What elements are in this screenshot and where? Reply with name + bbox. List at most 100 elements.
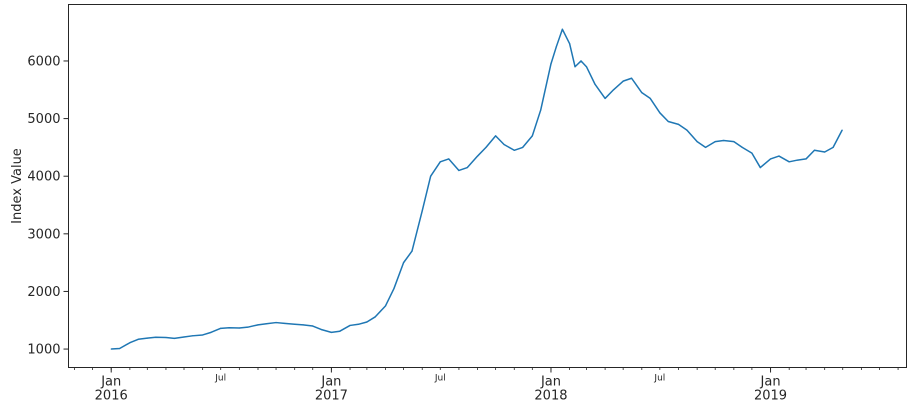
data-point	[580, 60, 582, 62]
data-point	[119, 347, 121, 350]
data-point	[832, 146, 834, 148]
data-point	[622, 80, 624, 82]
y-axis: 1000 2000 3000 4000 5000 6000	[27, 54, 69, 358]
data-point	[495, 135, 497, 137]
y-tick-label: 6000	[27, 54, 60, 69]
x-major-tick-label: Jan	[760, 375, 781, 390]
x-major-tick-year: 2016	[95, 389, 128, 404]
data-point	[778, 155, 780, 157]
data-point	[555, 45, 557, 48]
data-point	[357, 323, 360, 325]
data-point	[805, 158, 807, 160]
data-point	[257, 324, 259, 326]
x-minor-tick-label: Jul	[214, 374, 226, 384]
data-point	[630, 77, 633, 79]
data-point	[448, 158, 450, 160]
data-point	[183, 336, 185, 338]
x-major-tick-year: 2017	[315, 389, 348, 404]
data-point	[366, 321, 368, 323]
x-major-tick-year: 2018	[534, 389, 567, 404]
data-point	[466, 166, 468, 169]
data-point	[686, 129, 688, 131]
data-point	[788, 161, 790, 163]
data-point	[503, 143, 505, 146]
data-point	[714, 141, 716, 143]
series-line	[111, 28, 843, 350]
data-point	[649, 97, 651, 100]
y-tick-label: 4000	[27, 170, 60, 185]
data-point	[531, 135, 533, 137]
data-point	[723, 139, 725, 142]
y-tick-label: 2000	[27, 285, 60, 300]
data-point	[585, 66, 588, 68]
data-point	[238, 327, 240, 329]
data-point	[641, 92, 643, 94]
data-point	[430, 175, 432, 177]
data-point	[540, 109, 542, 111]
data-point	[677, 123, 680, 125]
data-point	[522, 146, 524, 148]
data-point	[374, 316, 376, 318]
data-point	[110, 348, 112, 350]
data-point	[667, 120, 669, 123]
data-point	[228, 327, 230, 329]
y-tick-label: 1000	[27, 343, 60, 358]
data-point	[759, 166, 761, 169]
data-point	[561, 28, 563, 30]
data-point	[659, 112, 661, 114]
data-point	[841, 129, 843, 131]
data-point	[550, 63, 552, 65]
data-point	[302, 324, 304, 326]
data-point	[569, 43, 571, 45]
data-point	[265, 323, 268, 325]
data-point	[513, 149, 515, 151]
data-point	[220, 327, 222, 329]
data-point	[155, 336, 157, 338]
y-tick-label: 5000	[27, 112, 60, 127]
data-point	[247, 326, 249, 328]
x-minor-tick-label: Jul	[653, 374, 665, 384]
data-point	[458, 169, 460, 172]
plot-frame	[68, 4, 907, 368]
data-point	[384, 305, 387, 307]
data-point	[275, 321, 277, 324]
data-point	[165, 336, 167, 339]
data-point	[612, 89, 615, 91]
data-point	[797, 159, 799, 161]
data-point	[173, 337, 175, 340]
data-point	[411, 250, 413, 252]
data-point	[210, 331, 212, 333]
data-point	[704, 146, 707, 148]
data-point	[733, 141, 735, 143]
data-point	[476, 155, 479, 157]
data-point	[696, 141, 698, 143]
data-point	[393, 287, 395, 290]
data-point	[146, 337, 148, 339]
data-point	[202, 334, 204, 336]
data-point	[813, 149, 816, 151]
x-major-tick-label: Jan	[100, 375, 121, 390]
data-point	[485, 146, 487, 148]
data-point	[283, 322, 286, 325]
y-tick-label: 3000	[27, 227, 60, 242]
data-point	[339, 330, 341, 332]
data-point	[312, 325, 314, 327]
x-major-tick-label: Jan	[320, 375, 341, 390]
data-point	[751, 152, 753, 154]
data-point	[741, 146, 743, 148]
data-point	[320, 328, 322, 331]
data-point	[402, 262, 405, 264]
axes	[68, 4, 907, 368]
data-point	[349, 324, 351, 327]
data-point	[294, 323, 296, 325]
data-point	[330, 331, 332, 333]
data-point	[594, 83, 596, 85]
data-point	[574, 66, 576, 68]
plot-area	[110, 28, 843, 350]
data-point	[439, 161, 441, 163]
y-axis-label: Index Value	[10, 148, 25, 224]
x-major-tick-label: Jan	[540, 375, 561, 390]
